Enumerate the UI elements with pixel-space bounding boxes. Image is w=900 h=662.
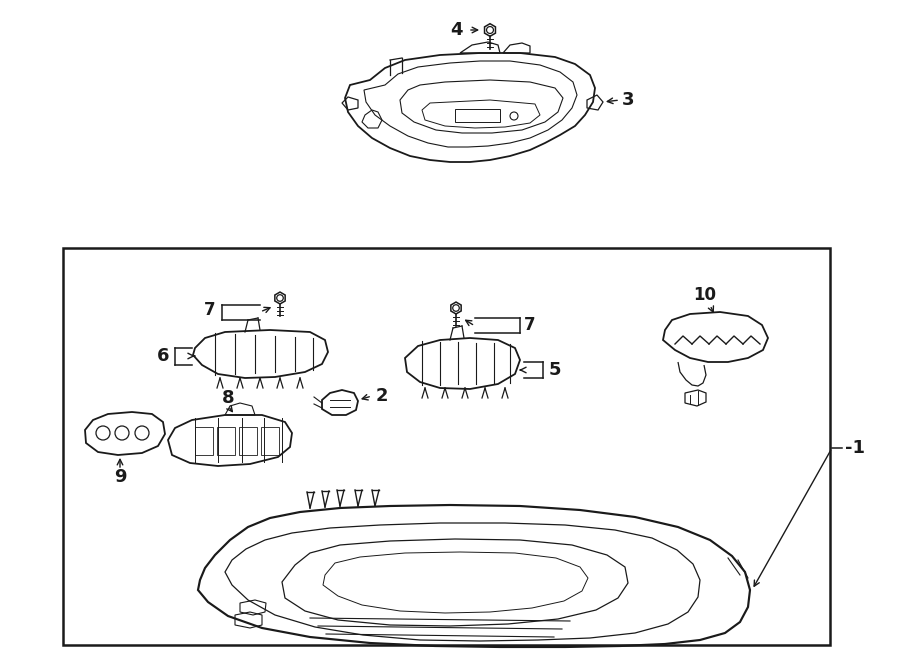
Text: 6: 6	[157, 347, 169, 365]
Text: 7: 7	[204, 301, 216, 319]
Text: 7: 7	[524, 316, 536, 334]
Bar	[63, 248, 830, 645]
Text: 10: 10	[694, 286, 716, 304]
Text: 5: 5	[549, 361, 562, 379]
Text: 3: 3	[622, 91, 634, 109]
Text: 4: 4	[450, 21, 463, 39]
Text: 8: 8	[221, 389, 234, 407]
Text: 9: 9	[113, 468, 126, 486]
Text: 2: 2	[376, 387, 388, 405]
Text: -1: -1	[845, 439, 865, 457]
